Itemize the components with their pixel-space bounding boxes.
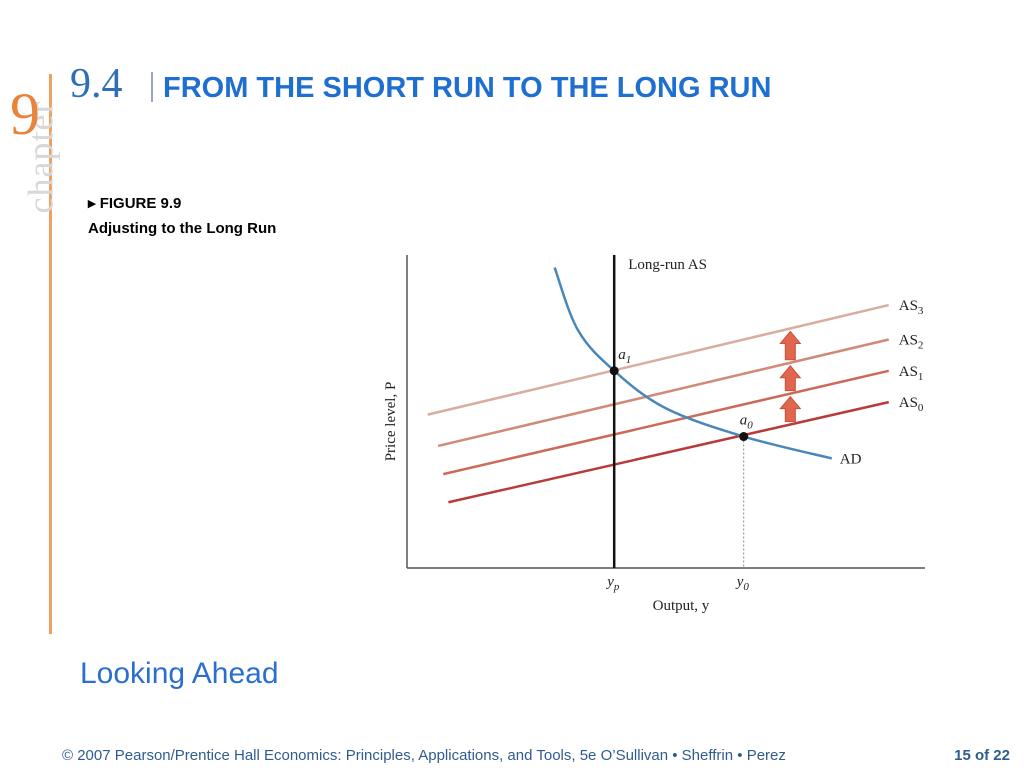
title-divider: [151, 72, 153, 102]
point-a1: [609, 366, 619, 376]
play-triangle-icon: ▸: [88, 195, 96, 212]
page-indicator: 15 of 22: [954, 747, 1010, 764]
shift-up-arrow-icon: [779, 364, 802, 392]
as-label-2: AS2: [899, 333, 924, 352]
x-tick-y0: y0: [735, 574, 750, 593]
chapter-side-rule: [49, 74, 52, 634]
figure-caption: Adjusting to the Long Run: [88, 220, 277, 237]
ad-label: AD: [840, 451, 862, 467]
shift-up-arrow-icon: [779, 330, 802, 361]
figure-label-text: FIGURE 9.9: [99, 195, 182, 212]
as-line-2: [437, 338, 890, 448]
point-label-a1: a1: [618, 347, 631, 366]
chapter-number: 9: [10, 81, 40, 147]
ad-curve: [553, 267, 833, 460]
as-line-1: [442, 369, 890, 476]
as-label-1: AS1: [899, 364, 924, 383]
looking-ahead-heading: Looking Ahead: [80, 657, 279, 690]
point-a0: [739, 432, 749, 442]
as-label-0: AS0: [899, 395, 924, 414]
point-label-a0: a0: [740, 413, 754, 432]
x-tick-yp: yp: [605, 574, 620, 593]
x-axis-label: Output, y: [653, 598, 710, 614]
as-label-3: AS3: [899, 298, 924, 317]
as-line-3: [427, 303, 890, 416]
as-line-0: [448, 400, 890, 504]
figure-label: ▸ FIGURE 9.9: [88, 194, 181, 212]
footer-credit: © 2007 Pearson/Prentice Hall Economics: …: [62, 747, 786, 764]
slide-title: FROM THE SHORT RUN TO THE LONG RUN: [163, 72, 772, 104]
section-number: 9.4: [70, 61, 123, 107]
y-axis-label: Price level, P: [383, 382, 399, 462]
long-run-as-label: Long-run AS: [628, 257, 707, 273]
shift-up-arrow-icon: [779, 395, 802, 422]
